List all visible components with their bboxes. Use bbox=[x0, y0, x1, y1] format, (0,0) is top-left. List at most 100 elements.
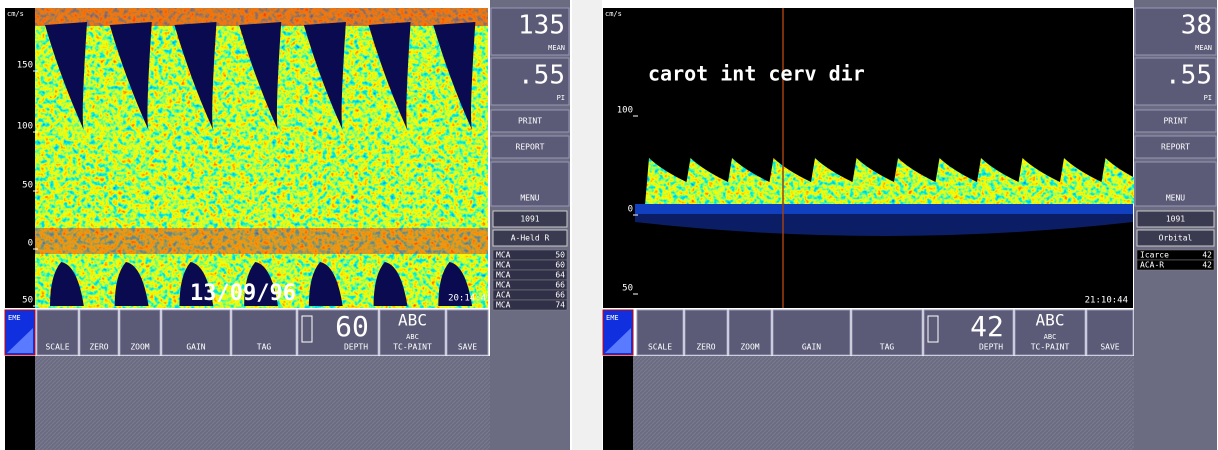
flow-gap bbox=[50, 262, 84, 306]
bottom-button[interactable] bbox=[772, 309, 851, 356]
readout-value: .55 bbox=[1165, 61, 1212, 91]
bottom-button[interactable] bbox=[79, 309, 119, 356]
save-button[interactable] bbox=[446, 309, 489, 356]
bottom-button[interactable] bbox=[684, 309, 728, 356]
vessel-value: 42 bbox=[1202, 261, 1212, 270]
bottom-button[interactable] bbox=[119, 309, 161, 356]
flow-gap bbox=[244, 262, 278, 306]
clock: 20:14:4 bbox=[448, 294, 486, 304]
hatched-area bbox=[603, 356, 1135, 450]
depth-button[interactable] bbox=[923, 309, 1014, 356]
flow-gap bbox=[45, 22, 88, 130]
side-button-label: REPORT bbox=[516, 143, 545, 152]
side-button[interactable] bbox=[1134, 135, 1217, 159]
eme-label: EME bbox=[606, 314, 619, 322]
divider bbox=[572, 0, 602, 450]
side-button[interactable] bbox=[490, 135, 570, 159]
depth-label: DEPTH bbox=[979, 343, 1003, 352]
side-button-label: MENU bbox=[1166, 194, 1185, 203]
y-tick-label: 50 bbox=[22, 296, 33, 306]
save-label: SAVE bbox=[458, 343, 477, 352]
bottom-button[interactable] bbox=[161, 309, 231, 356]
side-button[interactable] bbox=[1134, 161, 1217, 207]
bottom-button[interactable] bbox=[851, 309, 923, 356]
hatched-area bbox=[5, 356, 491, 450]
flow-gap bbox=[239, 22, 282, 130]
vessel-name: MCA bbox=[496, 301, 511, 310]
side-button[interactable] bbox=[490, 109, 570, 133]
vessel-name: ACA bbox=[496, 291, 511, 300]
vessel-value: 74 bbox=[555, 301, 565, 310]
bottom-button[interactable] bbox=[728, 309, 772, 356]
depth-label: DEPTH bbox=[344, 343, 368, 352]
flow-gap bbox=[373, 262, 408, 306]
probe: Orbital bbox=[1159, 234, 1193, 243]
waveform bbox=[645, 158, 1143, 205]
red-band bbox=[35, 8, 488, 26]
readout-label: MEAN bbox=[1195, 44, 1212, 52]
bottom-button[interactable] bbox=[231, 309, 297, 356]
bottom-button[interactable] bbox=[36, 309, 79, 356]
abc-icon: ABC bbox=[398, 311, 427, 330]
depth-button[interactable] bbox=[297, 309, 379, 356]
flow-gap bbox=[303, 22, 346, 130]
y-tick-label: 50 bbox=[22, 181, 33, 191]
bottom-button-label: ZOOM bbox=[130, 343, 149, 352]
y-tick-label: 50 bbox=[622, 284, 633, 294]
bottom-button-label: SCALE bbox=[648, 343, 672, 352]
vessel-name: MCA bbox=[496, 261, 511, 270]
bottom-button-label: ZERO bbox=[696, 343, 715, 352]
code: 1091 bbox=[1166, 215, 1185, 224]
vessel-row bbox=[1136, 259, 1215, 271]
vessel-name: Icarce bbox=[1140, 251, 1169, 260]
depth-value: 60 bbox=[335, 310, 369, 343]
bottom-button-label: SCALE bbox=[45, 343, 69, 352]
vessel-name: MCA bbox=[496, 251, 511, 260]
probe: A-Held R bbox=[511, 234, 550, 243]
bottom-button-label: ZOOM bbox=[740, 343, 759, 352]
bottom-button-label: TAG bbox=[880, 343, 895, 352]
bottom-button[interactable] bbox=[636, 309, 684, 356]
axis-unit: cm/s bbox=[7, 10, 24, 18]
vessel-value: 66 bbox=[555, 281, 565, 290]
eme-corner bbox=[605, 328, 631, 353]
black-strip bbox=[5, 356, 35, 450]
axis-area bbox=[603, 8, 635, 308]
readout-label: MEAN bbox=[548, 44, 565, 52]
flow-gap bbox=[109, 22, 152, 130]
flow-gap bbox=[114, 262, 149, 306]
depth-icon bbox=[301, 315, 313, 343]
vessel-name: MCA bbox=[496, 281, 511, 290]
depth-icon bbox=[927, 315, 939, 343]
depth-value: 42 bbox=[970, 310, 1004, 343]
y-tick-label: 0 bbox=[628, 205, 633, 215]
tc-paint-label: TC-PAINT bbox=[1031, 343, 1070, 352]
flow-gap bbox=[308, 262, 343, 306]
bottom-button-label: TAG bbox=[257, 343, 272, 352]
flow-gap bbox=[433, 22, 476, 130]
probe-box bbox=[492, 229, 568, 247]
code-box bbox=[1136, 210, 1215, 228]
readout-box bbox=[490, 7, 570, 56]
side-button[interactable] bbox=[490, 161, 570, 207]
tc-paint-button[interactable] bbox=[379, 309, 446, 356]
flow-gap bbox=[368, 22, 411, 130]
save-button[interactable] bbox=[1086, 309, 1134, 356]
bottom-button-label: ZERO bbox=[89, 343, 108, 352]
tc-paint-button[interactable] bbox=[1014, 309, 1086, 356]
reverse-flow bbox=[635, 214, 1133, 236]
vessel-value: 50 bbox=[555, 251, 565, 260]
clock: 21:10:44 bbox=[1085, 296, 1128, 306]
vessel-name: ACA-R bbox=[1140, 261, 1164, 270]
bottom-button-label: GAIN bbox=[186, 343, 205, 352]
abc-label: ABC bbox=[406, 333, 419, 341]
readout-value: 38 bbox=[1181, 11, 1212, 41]
probe-box bbox=[1136, 229, 1215, 247]
code-box bbox=[492, 210, 568, 228]
side-button[interactable] bbox=[1134, 109, 1217, 133]
readout-label: PI bbox=[1204, 94, 1212, 102]
readout-value: .55 bbox=[518, 61, 565, 91]
red-band bbox=[35, 228, 488, 254]
baseline-band bbox=[635, 204, 1133, 214]
